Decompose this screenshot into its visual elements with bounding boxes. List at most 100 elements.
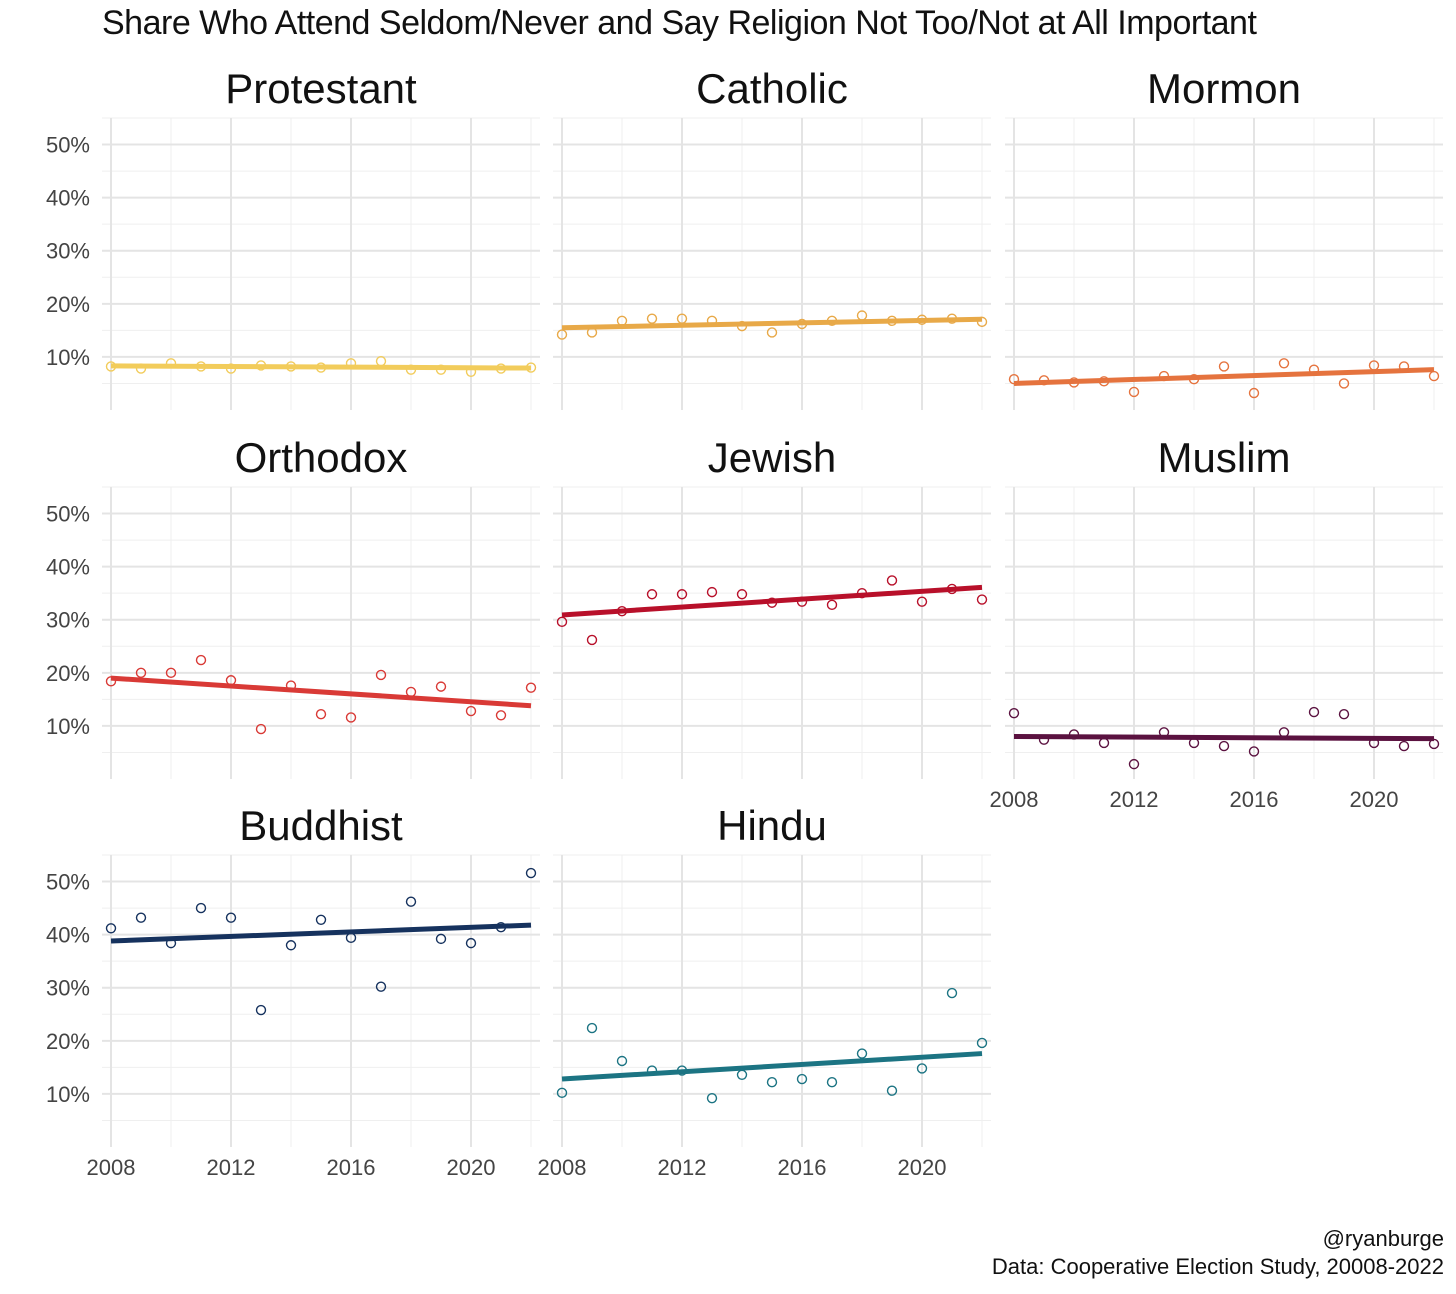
- x-tick-label: 2020: [447, 1155, 496, 1180]
- x-tick-label: 2012: [1110, 787, 1159, 812]
- facet-mormon: Mormon: [1005, 65, 1443, 410]
- trend-line-hindu: [561, 1051, 983, 1082]
- data-point: [1338, 378, 1350, 389]
- data-point: [165, 937, 177, 949]
- facet-catholic: Catholic: [553, 65, 991, 410]
- data-point: [796, 1073, 808, 1085]
- data-point: [946, 987, 958, 999]
- y-tick-label: 50%: [46, 133, 90, 158]
- trend-line-mormon: [1013, 367, 1435, 386]
- data-point: [1008, 707, 1020, 719]
- y-tick-label: 40%: [46, 186, 90, 211]
- y-tick-label: 10%: [46, 345, 90, 370]
- data-point: [856, 1048, 868, 1059]
- data-point: [435, 364, 447, 375]
- credit-handle: @ryanburge: [1322, 1226, 1444, 1251]
- data-point: [676, 1065, 688, 1076]
- data-point: [766, 327, 778, 338]
- data-point: [1008, 374, 1020, 385]
- data-point: [946, 313, 958, 324]
- data-point: [586, 634, 598, 646]
- data-point: [525, 362, 537, 373]
- facet-title-hindu: Hindu: [717, 802, 827, 849]
- data-point: [976, 1037, 988, 1049]
- facet-jewish: Jewish: [553, 434, 991, 779]
- data-point: [556, 1087, 568, 1099]
- y-tick-label: 40%: [46, 555, 90, 580]
- y-tick-label: 40%: [46, 923, 90, 948]
- data-point: [525, 867, 537, 879]
- y-tick-label: 20%: [46, 1029, 90, 1054]
- data-point: [435, 681, 447, 692]
- data-point: [1128, 758, 1140, 770]
- data-point: [1188, 374, 1200, 385]
- facet-title-catholic: Catholic: [696, 65, 848, 112]
- data-point: [135, 363, 147, 374]
- data-point: [225, 912, 237, 923]
- data-point: [345, 358, 357, 369]
- data-point: [766, 1077, 778, 1088]
- data-point: [1428, 370, 1440, 382]
- data-point: [736, 320, 748, 332]
- y-tick-label: 30%: [46, 608, 90, 633]
- y-tick-label: 50%: [46, 870, 90, 895]
- data-point: [105, 676, 117, 687]
- data-point: [676, 589, 688, 600]
- data-point: [165, 667, 177, 679]
- y-tick-label: 30%: [46, 239, 90, 264]
- data-point: [736, 1069, 748, 1080]
- trend-line-orthodox: [110, 675, 532, 709]
- data-point: [676, 313, 688, 324]
- data-point: [375, 981, 387, 992]
- data-point: [105, 923, 117, 934]
- data-point: [1338, 709, 1350, 720]
- facet-hindu: Hindu 2008 2012 2016 2020: [538, 802, 991, 1180]
- data-point: [465, 366, 477, 377]
- y-tick-label: 30%: [46, 976, 90, 1001]
- data-point: [556, 329, 568, 340]
- data-point: [1308, 364, 1320, 375]
- data-point: [405, 896, 417, 907]
- data-point: [1278, 727, 1290, 738]
- data-point: [495, 363, 507, 374]
- data-point: [886, 575, 898, 586]
- x-tick-label: 2012: [207, 1155, 256, 1180]
- facet-title-protestant: Protestant: [225, 65, 417, 112]
- data-point: [856, 310, 868, 321]
- data-point: [255, 723, 267, 735]
- data-point: [435, 933, 447, 945]
- data-point: [135, 912, 147, 923]
- facet-title-mormon: Mormon: [1147, 65, 1301, 112]
- data-point: [556, 616, 568, 628]
- data-point: [736, 589, 748, 600]
- data-point: [856, 587, 868, 599]
- data-point: [1398, 361, 1410, 372]
- data-point: [465, 705, 477, 717]
- facet-buddhist: Buddhist 10% 20% 30% 40% 50% 2008 2012 2016 2020: [46, 802, 540, 1180]
- facet-muslim: Muslim 2008 2012 2016 2020: [990, 434, 1443, 812]
- x-tick-label: 2012: [658, 1155, 707, 1180]
- data-point: [706, 1092, 718, 1104]
- data-point: [646, 1065, 658, 1076]
- trend-line-buddhist: [110, 922, 532, 944]
- data-point: [375, 669, 387, 681]
- data-point: [495, 710, 507, 721]
- data-point: [766, 597, 778, 608]
- data-point: [345, 712, 357, 723]
- data-point: [826, 315, 838, 327]
- facet-title-orthodox: Orthodox: [235, 434, 408, 481]
- x-tick-label: 2008: [538, 1155, 587, 1180]
- data-point: [976, 316, 988, 328]
- data-point: [255, 1004, 267, 1016]
- data-point: [826, 599, 838, 611]
- data-point: [1098, 737, 1110, 749]
- data-point: [616, 1055, 628, 1067]
- data-point: [315, 362, 327, 373]
- trend-line-muslim: [1013, 734, 1435, 742]
- data-point: [285, 940, 297, 951]
- data-point: [1248, 746, 1260, 757]
- data-point: [525, 682, 537, 693]
- data-point: [1398, 740, 1410, 752]
- data-point: [195, 654, 207, 666]
